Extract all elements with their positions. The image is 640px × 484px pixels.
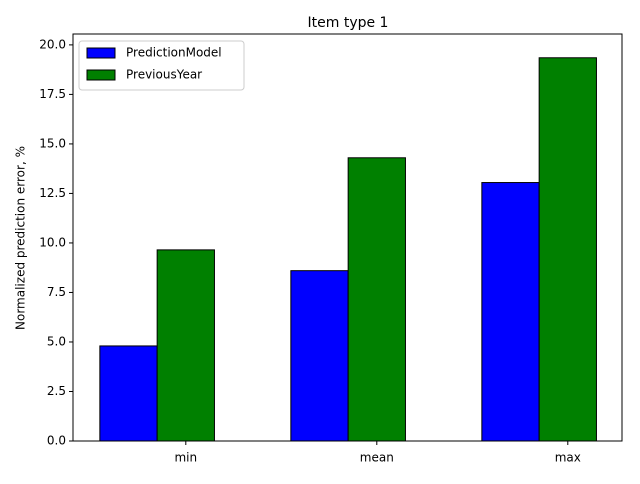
y-axis-label: Normalized prediction error, % xyxy=(14,146,28,330)
x-tick-label: max xyxy=(555,451,581,465)
legend-box xyxy=(78,40,245,91)
x-tick-label: min xyxy=(174,451,197,465)
legend-label: PredictionModel xyxy=(126,46,222,60)
legend-label: PreviousYear xyxy=(126,68,202,82)
bar xyxy=(99,345,158,442)
y-tick-label: 12.5 xyxy=(39,186,66,200)
legend-swatch xyxy=(86,47,116,59)
legend-swatch xyxy=(86,69,116,81)
bar xyxy=(347,157,406,442)
y-tick-label: 7.5 xyxy=(47,285,66,299)
y-tick-label: 0.0 xyxy=(47,434,66,448)
y-tick-label: 10.0 xyxy=(39,235,66,249)
y-tick-label: 2.5 xyxy=(47,384,66,398)
bar xyxy=(290,270,349,442)
x-tick-label: mean xyxy=(360,451,394,465)
y-tick-label: 17.5 xyxy=(39,87,66,101)
bar xyxy=(538,57,597,442)
y-tick-label: 15.0 xyxy=(39,136,66,150)
bar xyxy=(156,249,215,442)
bar xyxy=(481,182,540,442)
chart-title: Item type 1 xyxy=(308,15,389,31)
y-tick-label: 20.0 xyxy=(39,37,66,51)
y-tick-label: 5.0 xyxy=(47,334,66,348)
axes-frame xyxy=(72,33,623,442)
